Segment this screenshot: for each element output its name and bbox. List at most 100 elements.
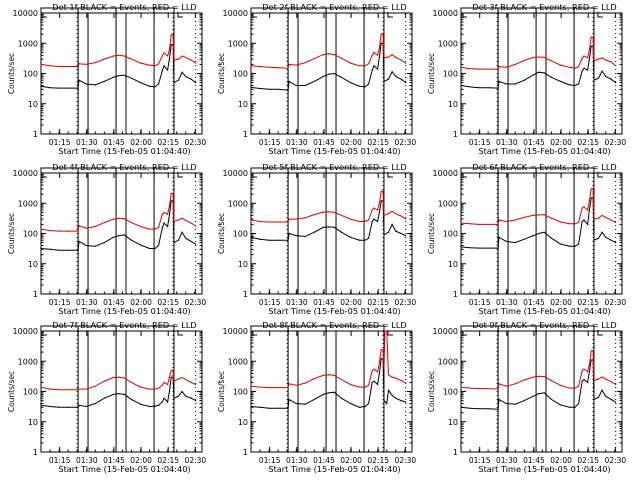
events-data-point <box>268 88 270 90</box>
lld-data-point <box>358 220 361 223</box>
events-data-point <box>377 220 379 223</box>
events-data-point <box>543 231 545 233</box>
events-data-point <box>386 402 388 405</box>
lld-data-point <box>177 219 180 221</box>
events-series-line <box>250 358 406 409</box>
x-tick-label: 02:00 <box>130 456 152 465</box>
lld-data-point <box>478 387 480 390</box>
y-tick-label: 1000 <box>18 39 38 48</box>
events-data-point <box>383 400 385 402</box>
lld-data-point <box>157 226 160 228</box>
x-tick-label: 02:00 <box>130 298 152 307</box>
lld-data-point <box>163 211 165 213</box>
panel-title: Det 8f BLACK = Events, RED = LLD <box>262 320 406 330</box>
events-data-point <box>590 197 592 199</box>
lld-data-point <box>349 62 352 64</box>
lld-data-point <box>185 378 187 381</box>
events-series-line <box>250 200 406 241</box>
events-data-point <box>380 200 382 202</box>
events-data-point <box>333 391 335 393</box>
x-tick-label: 01:15 <box>259 298 281 307</box>
lld-data-point <box>380 190 382 192</box>
lld-data-point <box>532 376 534 378</box>
segment-bracket <box>363 325 385 335</box>
y-tick-label: 10000 <box>433 327 458 336</box>
lld-data-point <box>469 223 471 225</box>
lld-data-point <box>590 188 592 190</box>
x-tick-label: 02:00 <box>340 298 362 307</box>
events-data-point <box>168 58 171 60</box>
panel-title: Det 3f BLACK = Events, RED = LLD <box>472 2 616 12</box>
events-data-point <box>130 77 133 79</box>
events-data-point <box>195 243 197 245</box>
lld-data-point <box>568 66 571 68</box>
lld-data-point <box>597 378 600 380</box>
panel-title: Det 5f BLACK = Events, RED = LLD <box>262 162 406 172</box>
events-data-point <box>590 45 592 47</box>
lld-data-point <box>77 65 79 68</box>
events-data-point <box>387 389 390 391</box>
lld-data-point <box>49 65 51 67</box>
start-marker <box>462 331 467 336</box>
events-data-point <box>577 243 580 245</box>
lld-data-point <box>190 59 192 61</box>
lld-data-point <box>514 63 516 65</box>
lld-data-point <box>378 362 381 364</box>
lld-data-point <box>333 54 335 56</box>
lld-data-point <box>615 221 617 224</box>
lld-data-point <box>395 56 397 59</box>
lld-data-point <box>328 374 330 376</box>
events-data-point <box>259 406 261 408</box>
lld-data-point <box>538 375 540 377</box>
lld-data-point <box>78 388 80 390</box>
lld-data-point <box>395 213 397 215</box>
lld-data-point <box>103 221 105 224</box>
lld-data-point <box>123 218 125 220</box>
events-data-point <box>163 222 165 224</box>
lld-data-point <box>172 369 174 371</box>
events-data-point <box>304 235 306 238</box>
events-data-point <box>478 408 480 410</box>
events-data-point <box>497 408 499 410</box>
lld-data-point <box>601 214 603 216</box>
lld-data-point <box>543 214 545 216</box>
lld-data-point <box>405 382 407 384</box>
lld-data-point <box>497 388 499 390</box>
lld-data-point <box>163 52 165 54</box>
events-data-point <box>615 242 617 244</box>
segment-bracket <box>153 7 175 17</box>
stray-mark <box>218 381 220 384</box>
segment-bracket <box>573 167 595 177</box>
events-data-point <box>328 392 330 394</box>
lld-data-point <box>340 214 343 216</box>
x-axis-label: Start Time (15-Feb-05 01:04:40) <box>268 464 400 474</box>
events-data-point <box>514 403 516 405</box>
lld-data-point <box>597 58 600 60</box>
start-marker <box>42 331 47 336</box>
events-data-point <box>532 395 534 397</box>
lld-data-point <box>322 54 324 56</box>
y-tick-label: 1 <box>453 290 458 299</box>
events-data-point <box>380 358 382 360</box>
lld-data-point <box>181 217 183 219</box>
y-tick-label: 10000 <box>433 9 458 18</box>
events-data-point <box>498 80 500 82</box>
y-tick-label: 1000 <box>438 39 458 48</box>
x-tick-label: 01:30 <box>286 138 308 147</box>
flare-marker <box>177 172 183 178</box>
events-data-point <box>383 80 385 82</box>
y-tick-label: 1 <box>33 290 38 299</box>
x-tick-label: 01:15 <box>259 456 281 465</box>
events-data-point <box>295 84 297 87</box>
panel-det-6: 1 10 100 1000 10000 01:15 01:30 01:45 02:00 02:15… <box>427 162 626 316</box>
lld-data-point <box>333 211 335 213</box>
y-tick-label: 10000 <box>433 169 458 178</box>
events-data-point <box>333 226 335 228</box>
x-tick-label: 01:30 <box>286 456 308 465</box>
lld-data-point <box>288 383 290 385</box>
events-data-point <box>195 400 197 402</box>
events-data-point <box>498 398 500 400</box>
y-tick-label: 1 <box>453 448 458 457</box>
lld-data-point <box>167 213 169 215</box>
lld-data-point <box>173 59 175 61</box>
